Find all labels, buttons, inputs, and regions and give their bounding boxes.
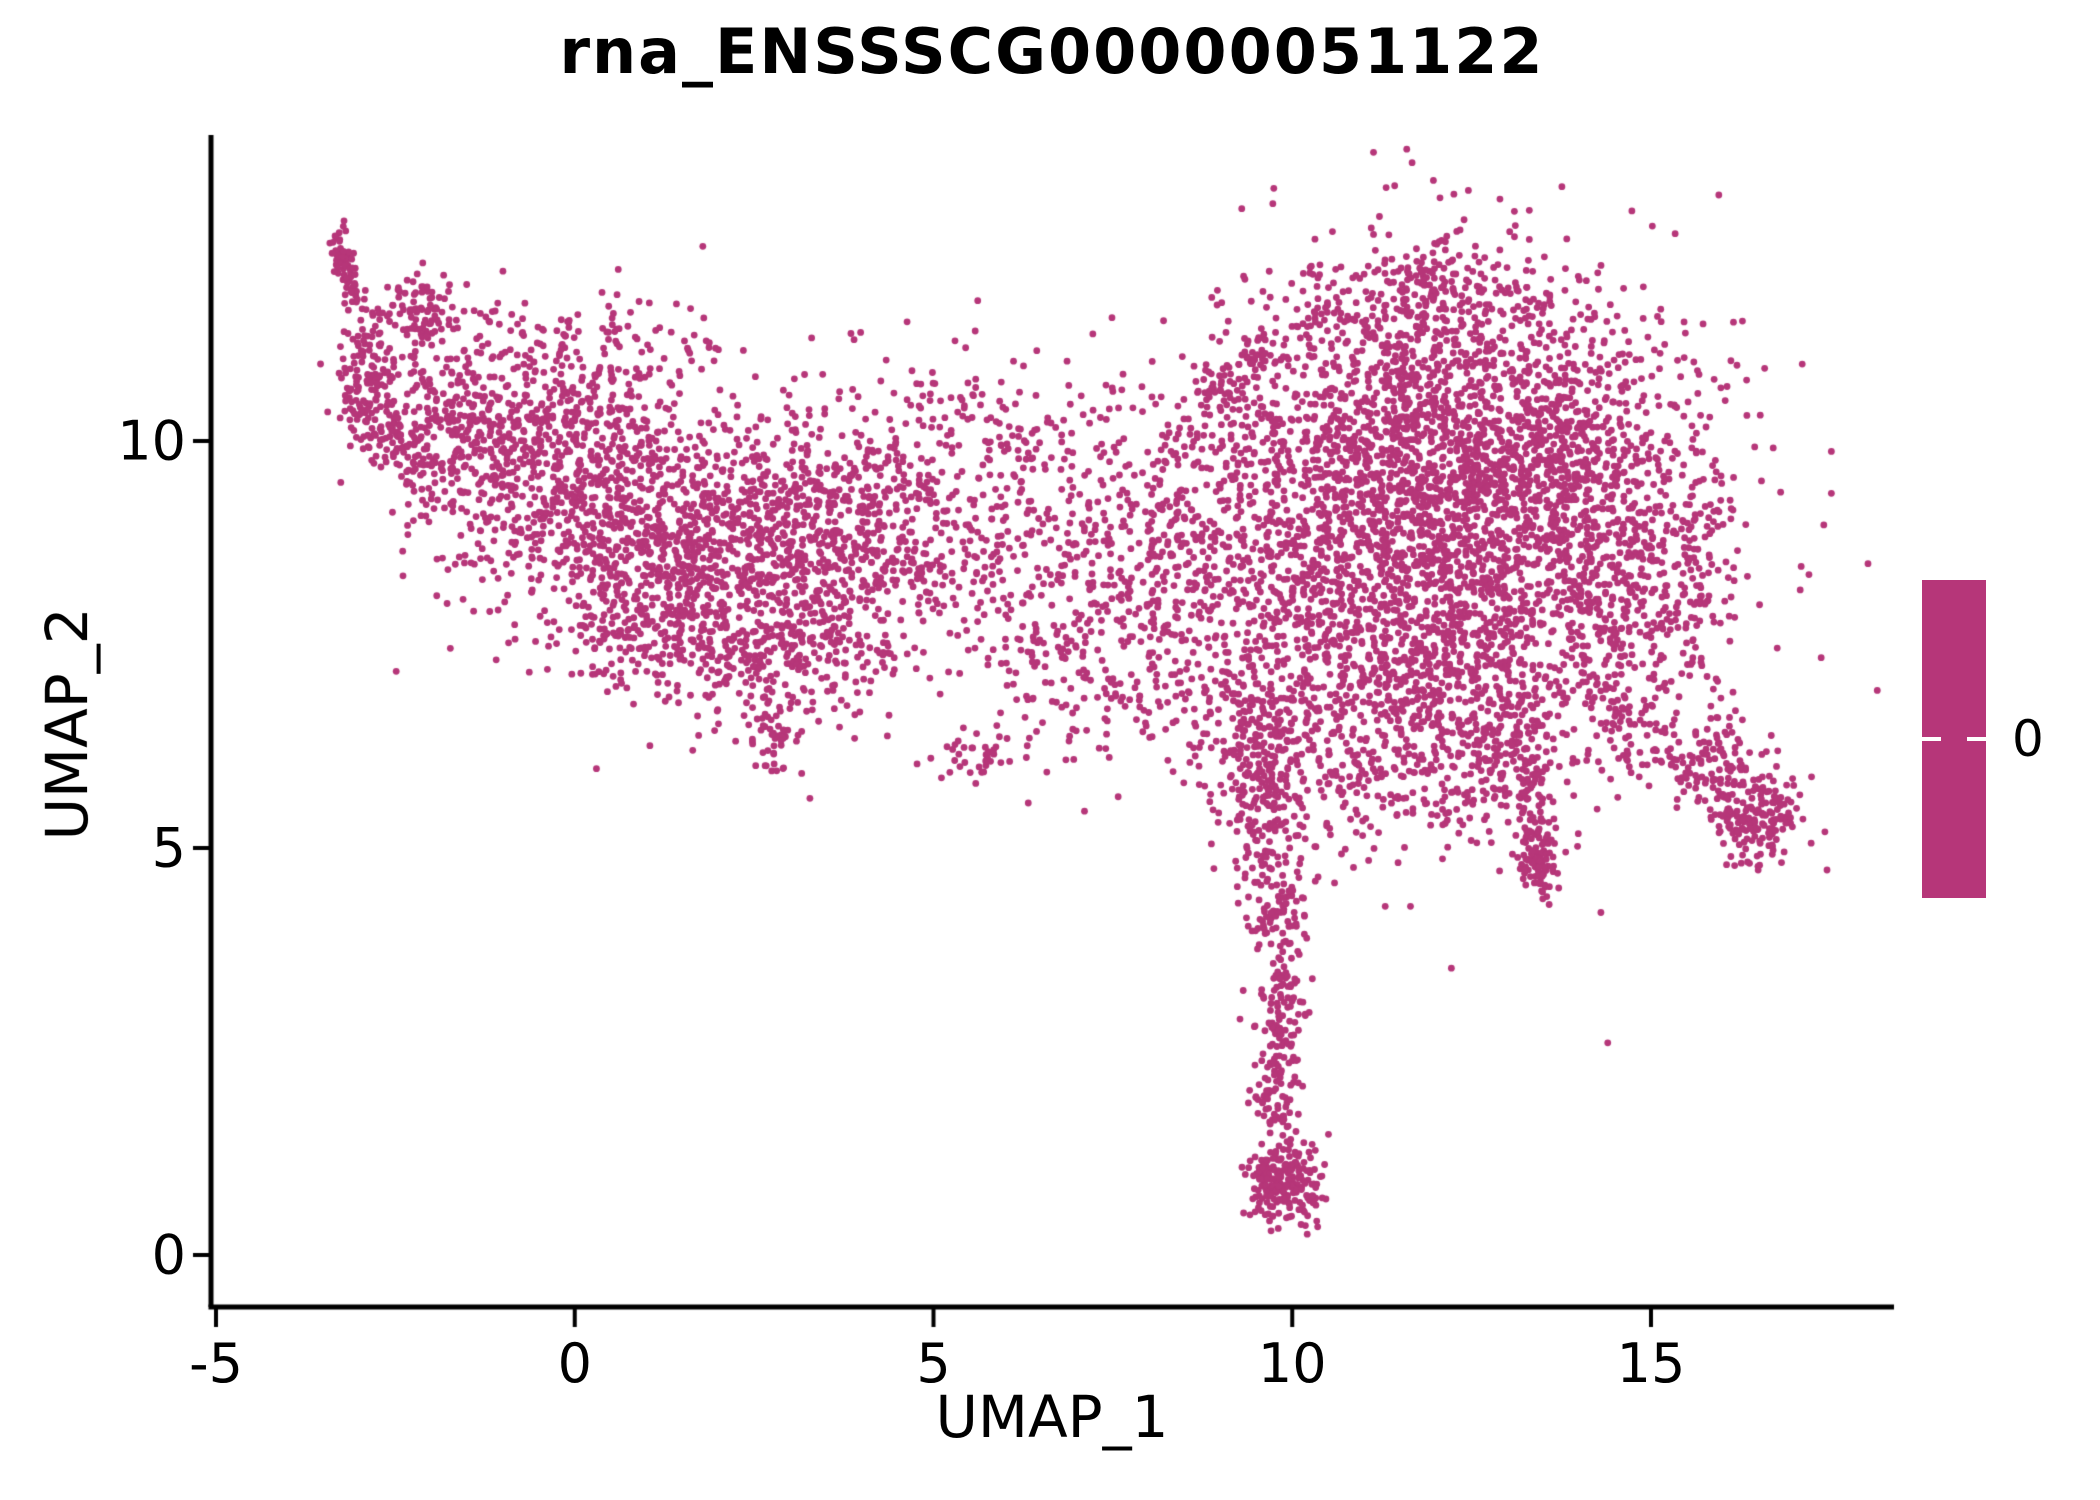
x-tick-label: 10 — [1257, 1332, 1327, 1395]
colorbar-tick-label: 0 — [2012, 710, 2044, 768]
x-tick-label: 5 — [916, 1332, 951, 1395]
colorbar-tick-right — [1967, 737, 1986, 741]
colorbar — [1922, 580, 1986, 898]
y-axis-title: UMAP_2 — [33, 607, 102, 841]
x-axis-title: UMAP_1 — [935, 1383, 1169, 1451]
y-tick-label: 5 — [151, 816, 186, 880]
x-tick-label: 15 — [1616, 1332, 1686, 1395]
colorbar-legend: 0 — [1922, 580, 2044, 898]
x-tick-label: -5 — [189, 1332, 243, 1395]
y-tick-label: 10 — [117, 409, 186, 473]
colorbar-tick-left — [1922, 737, 1941, 741]
y-tick-label: 0 — [151, 1223, 186, 1287]
x-tick-label: 0 — [557, 1332, 592, 1395]
